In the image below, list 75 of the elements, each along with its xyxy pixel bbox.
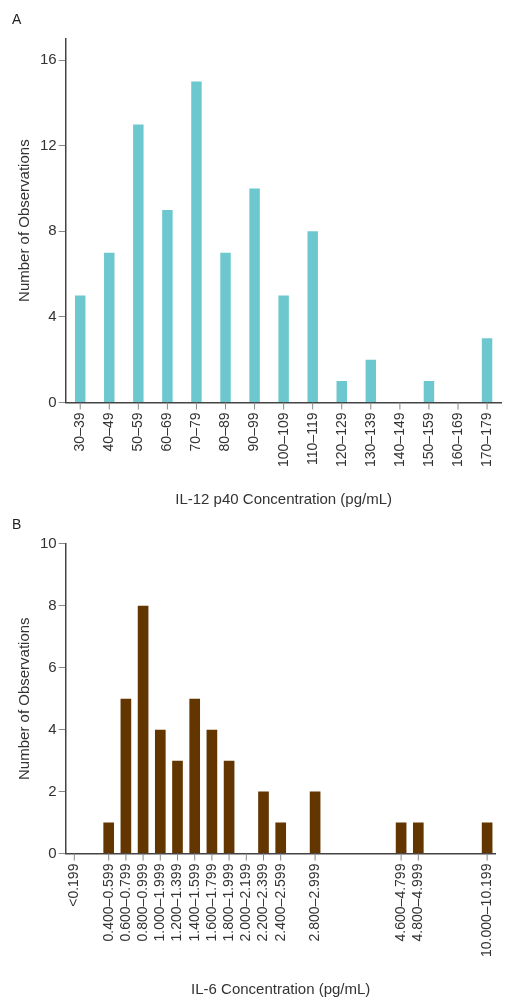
y-tick-label: 6 bbox=[48, 657, 57, 675]
bar bbox=[365, 359, 377, 402]
x-tick-label: 1.200–1.399 bbox=[168, 863, 185, 942]
bar bbox=[395, 822, 407, 854]
bar bbox=[133, 124, 144, 402]
x-tick-label: 130–139 bbox=[361, 412, 378, 468]
bar bbox=[307, 231, 318, 402]
bar bbox=[336, 381, 347, 402]
bar bbox=[172, 760, 183, 854]
x-tick-label: 160–169 bbox=[448, 412, 465, 468]
bar bbox=[206, 729, 218, 854]
bar bbox=[481, 822, 493, 854]
x-tick-label: 1.600–1.799 bbox=[202, 863, 219, 942]
y-axis-title: Number of Observations bbox=[15, 617, 33, 780]
x-tick-label: 170–179 bbox=[477, 412, 494, 468]
bar bbox=[412, 822, 424, 854]
x-tick-label: 70–79 bbox=[187, 412, 204, 452]
bar bbox=[189, 698, 201, 854]
x-tick-label: 2.000–2.199 bbox=[237, 863, 254, 942]
chart-title: B bbox=[12, 516, 22, 533]
x-tick-label: 1.000–1.999 bbox=[151, 863, 168, 942]
x-tick-label: 30–39 bbox=[71, 412, 88, 452]
x-tick-label: 80–89 bbox=[216, 412, 233, 452]
x-tick-label: 1.800–1.999 bbox=[219, 863, 236, 942]
bar bbox=[103, 822, 115, 854]
x-tick-label: 0.800–0.999 bbox=[133, 863, 150, 942]
bar bbox=[423, 381, 435, 402]
y-tick-label: 8 bbox=[48, 221, 57, 239]
y-tick-label: 0 bbox=[48, 843, 57, 861]
y-tick-label: 16 bbox=[40, 50, 57, 68]
bar bbox=[481, 338, 493, 402]
bar bbox=[162, 209, 173, 402]
bar bbox=[120, 698, 132, 854]
bar bbox=[249, 188, 260, 402]
bar bbox=[275, 822, 287, 854]
x-tick-label: 120–129 bbox=[332, 412, 349, 468]
x-axis-title: IL-12 p40 Concentration (pg/mL) bbox=[175, 490, 393, 508]
y-tick-label: 4 bbox=[48, 307, 57, 325]
x-tick-label: 40–49 bbox=[100, 412, 117, 452]
x-tick-label: 2.800–2.999 bbox=[305, 863, 322, 942]
bar bbox=[74, 295, 86, 402]
x-tick-label: 50–59 bbox=[129, 412, 146, 452]
x-tick-label: 2.400–2.599 bbox=[271, 863, 288, 942]
x-tick-label: 90–99 bbox=[245, 412, 262, 452]
bar bbox=[309, 791, 321, 854]
chart-title: A bbox=[12, 11, 22, 28]
x-tick-label: 140–149 bbox=[390, 412, 407, 468]
x-tick-label: 0.400–0.599 bbox=[99, 863, 116, 942]
x-tick-label: 10.000–10.199 bbox=[477, 863, 494, 958]
bar bbox=[154, 729, 166, 854]
y-tick-label: 4 bbox=[48, 719, 57, 737]
x-tick-label: 110–119 bbox=[303, 412, 320, 465]
x-tick-label: 2.200–2.399 bbox=[254, 863, 271, 942]
x-tick-label: 60–69 bbox=[158, 412, 175, 452]
y-tick-label: 0 bbox=[48, 392, 57, 410]
y-tick-label: 8 bbox=[48, 595, 57, 613]
bar bbox=[137, 605, 149, 854]
x-tick-label: 100–109 bbox=[274, 412, 291, 468]
bar bbox=[223, 760, 235, 854]
x-tick-label: 4.800–4.999 bbox=[409, 863, 426, 942]
y-tick-label: 12 bbox=[40, 135, 57, 153]
x-tick-label: 1.400–1.599 bbox=[185, 863, 202, 942]
x-tick-label: <0.199 bbox=[65, 863, 82, 907]
y-tick-label: 2 bbox=[48, 781, 57, 799]
bar bbox=[278, 295, 289, 402]
x-tick-label: 150–159 bbox=[419, 412, 436, 468]
x-tick-label: 4.600–4.799 bbox=[391, 863, 408, 942]
bar bbox=[104, 252, 115, 402]
x-tick-label: 0.600–0.799 bbox=[116, 863, 133, 942]
bar bbox=[258, 791, 269, 854]
bar bbox=[191, 81, 202, 402]
y-axis-title: Number of Observations bbox=[15, 139, 33, 302]
x-axis-title: IL-6 Concentration (pg/mL) bbox=[191, 980, 371, 998]
y-tick-label: 10 bbox=[40, 533, 57, 551]
bar bbox=[220, 252, 231, 402]
